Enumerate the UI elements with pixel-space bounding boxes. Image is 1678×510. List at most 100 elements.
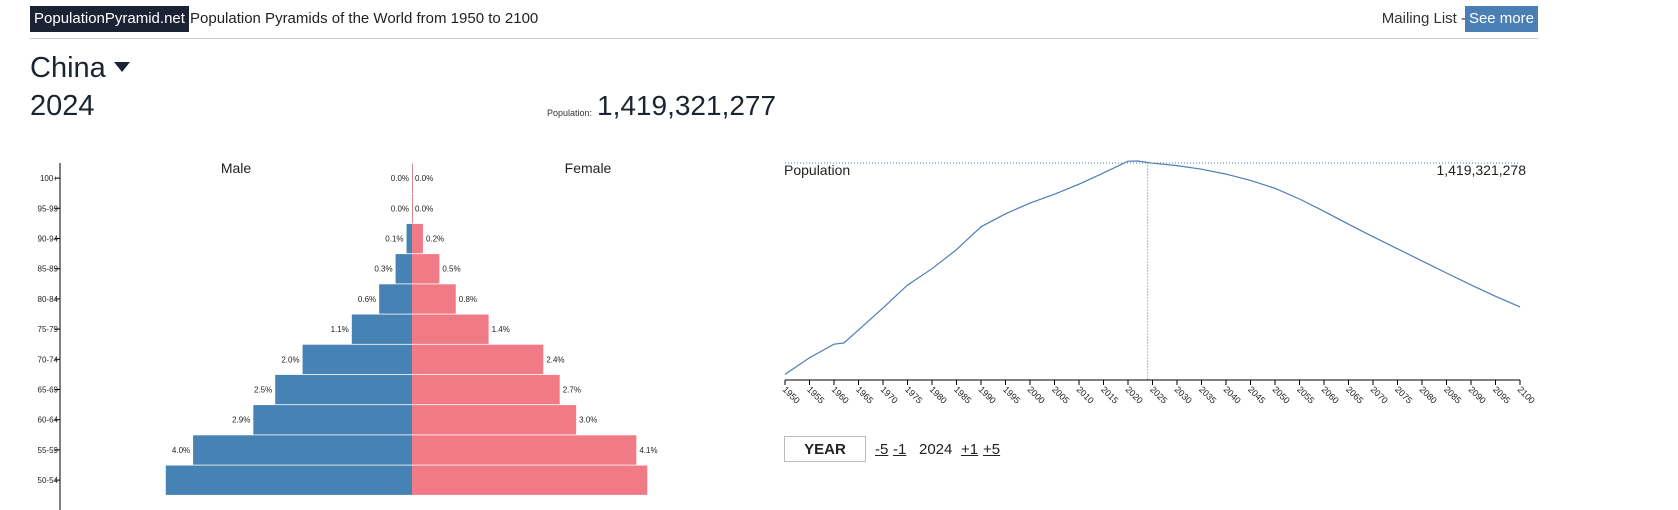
- pyramid-age-label: 50-54: [38, 476, 59, 485]
- trend-year-label: 2055: [1295, 384, 1316, 405]
- female-bar: [412, 223, 423, 254]
- selected-year: 2024: [30, 90, 95, 122]
- male-value-label: 2.9%: [232, 416, 250, 425]
- female-bar: [412, 314, 489, 344]
- trend-title: Population: [784, 162, 850, 178]
- pyramid-age-label: 65-69: [38, 386, 59, 395]
- year-plus-5-link[interactable]: +5: [983, 441, 1001, 458]
- male-value-label: 0.6%: [358, 295, 376, 304]
- pyramid-age-label: 85-89: [38, 265, 59, 274]
- female-bar: [412, 344, 544, 375]
- female-value-label: 4.1%: [639, 446, 657, 455]
- female-value-label: 0.2%: [426, 235, 444, 244]
- trend-year-label: 1960: [830, 384, 851, 405]
- female-bar: [412, 254, 440, 284]
- trend-year-label: 2085: [1442, 384, 1463, 405]
- male-bar: [275, 374, 412, 405]
- pyramid-age-label: 55-59: [38, 446, 59, 455]
- trend-year-label: 1990: [977, 384, 998, 405]
- year-minus-1-link[interactable]: -1: [893, 441, 907, 458]
- female-bar: [412, 374, 560, 405]
- header-divider: [30, 38, 1538, 39]
- female-bar: [412, 193, 413, 224]
- female-value-label: 0.8%: [459, 295, 477, 304]
- female-bar: [412, 284, 456, 314]
- male-bar: [406, 223, 412, 254]
- female-value-label: 2.4%: [546, 355, 564, 364]
- male-bar: [253, 405, 412, 435]
- pyramid-age-label: 100+: [40, 174, 58, 183]
- male-value-label: 1.1%: [331, 325, 349, 334]
- male-bar: [302, 344, 412, 375]
- trend-year-label: 1995: [1001, 384, 1022, 405]
- country-selector[interactable]: China: [30, 52, 130, 85]
- trend-year-label: 1980: [928, 384, 949, 405]
- trend-year-label: 2075: [1393, 384, 1414, 405]
- trend-year-label: 1965: [854, 384, 875, 405]
- caret-down-icon: [113, 62, 130, 73]
- country-name: China: [30, 52, 106, 84]
- male-value-label: 0.0%: [391, 204, 409, 213]
- male-bar: [395, 254, 412, 284]
- male-value-label: 4.0%: [172, 446, 190, 455]
- trend-year-label: 2015: [1099, 384, 1120, 405]
- trend-year-label: 2030: [1173, 384, 1194, 405]
- pyramid-age-label: 75-79: [38, 325, 59, 334]
- top-bar: PopulationPyramid.net Population Pyramid…: [30, 6, 1538, 39]
- pyramid-age-label: 60-64: [38, 416, 59, 425]
- trend-year-label: 1975: [903, 384, 924, 405]
- male-value-label: 2.5%: [254, 386, 272, 395]
- trend-year-label: 2005: [1050, 384, 1071, 405]
- pyramid-age-label: 95-99: [38, 204, 59, 213]
- female-bar: [412, 465, 648, 495]
- year-plus-1-link[interactable]: +1: [961, 441, 979, 458]
- trend-year-label: 1985: [952, 384, 973, 405]
- trend-year-label: 2100: [1516, 384, 1537, 405]
- year-box[interactable]: YEAR: [784, 436, 866, 462]
- year-minus-5-link[interactable]: -5: [875, 441, 889, 458]
- site-logo[interactable]: PopulationPyramid.net: [30, 6, 189, 32]
- trend-year-label: 2080: [1418, 384, 1439, 405]
- female-value-label: 3.0%: [579, 416, 597, 425]
- trend-year-label: 2050: [1271, 384, 1292, 405]
- trend-year-label: 2060: [1320, 384, 1341, 405]
- pyramid-age-label: 70-74: [38, 355, 59, 364]
- population-line: [784, 160, 1521, 375]
- male-value-label: 2.0%: [281, 355, 299, 364]
- female-value-label: 0.0%: [415, 204, 433, 213]
- trend-year-label: 2010: [1075, 384, 1096, 405]
- male-bar: [379, 284, 412, 314]
- female-bar: [412, 435, 637, 465]
- trend-year-label: 2025: [1148, 384, 1169, 405]
- male-value-label: 0.3%: [374, 265, 392, 274]
- male-value-label: 0.0%: [391, 174, 409, 183]
- trend-year-label: 2065: [1344, 384, 1365, 405]
- population-value: 1,419,321,277: [597, 90, 777, 121]
- pyramid-age-label: 80-84: [38, 295, 59, 304]
- trend-year-label: 1970: [879, 384, 900, 405]
- trend-year-label: 2035: [1197, 384, 1218, 405]
- female-bar: [412, 405, 577, 435]
- female-value-label: 2.7%: [563, 386, 581, 395]
- mailing-list-link[interactable]: Mailing List -: [1381, 10, 1466, 27]
- male-bar: [193, 435, 412, 465]
- trend-hover-value: 1,419,321,278: [1436, 162, 1526, 178]
- trend-year-label: 2095: [1491, 384, 1512, 405]
- trend-year-label: 1950: [781, 384, 802, 405]
- current-year-label: 2024: [919, 441, 953, 458]
- male-bar: [351, 314, 412, 344]
- trend-year-label: 2000: [1026, 384, 1047, 405]
- female-bar: [412, 163, 413, 193]
- population-pyramid-chart: Male Female 100+ 0.0% 0.0% 95-99 0.0% 0.0% 90-94…: [38, 160, 658, 510]
- female-value-label: 0.5%: [442, 265, 460, 274]
- population-label: Population:: [547, 108, 593, 118]
- trend-year-label: 2020: [1124, 384, 1145, 405]
- male-bar: [165, 465, 412, 495]
- trend-year-label: 2090: [1467, 384, 1488, 405]
- pyramid-age-label: 90-94: [38, 235, 59, 244]
- see-more-button[interactable]: See more: [1464, 6, 1538, 32]
- trend-year-label: 2040: [1222, 384, 1243, 405]
- pyramid-female-heading: Female: [565, 160, 612, 176]
- trend-year-label: 2045: [1246, 384, 1267, 405]
